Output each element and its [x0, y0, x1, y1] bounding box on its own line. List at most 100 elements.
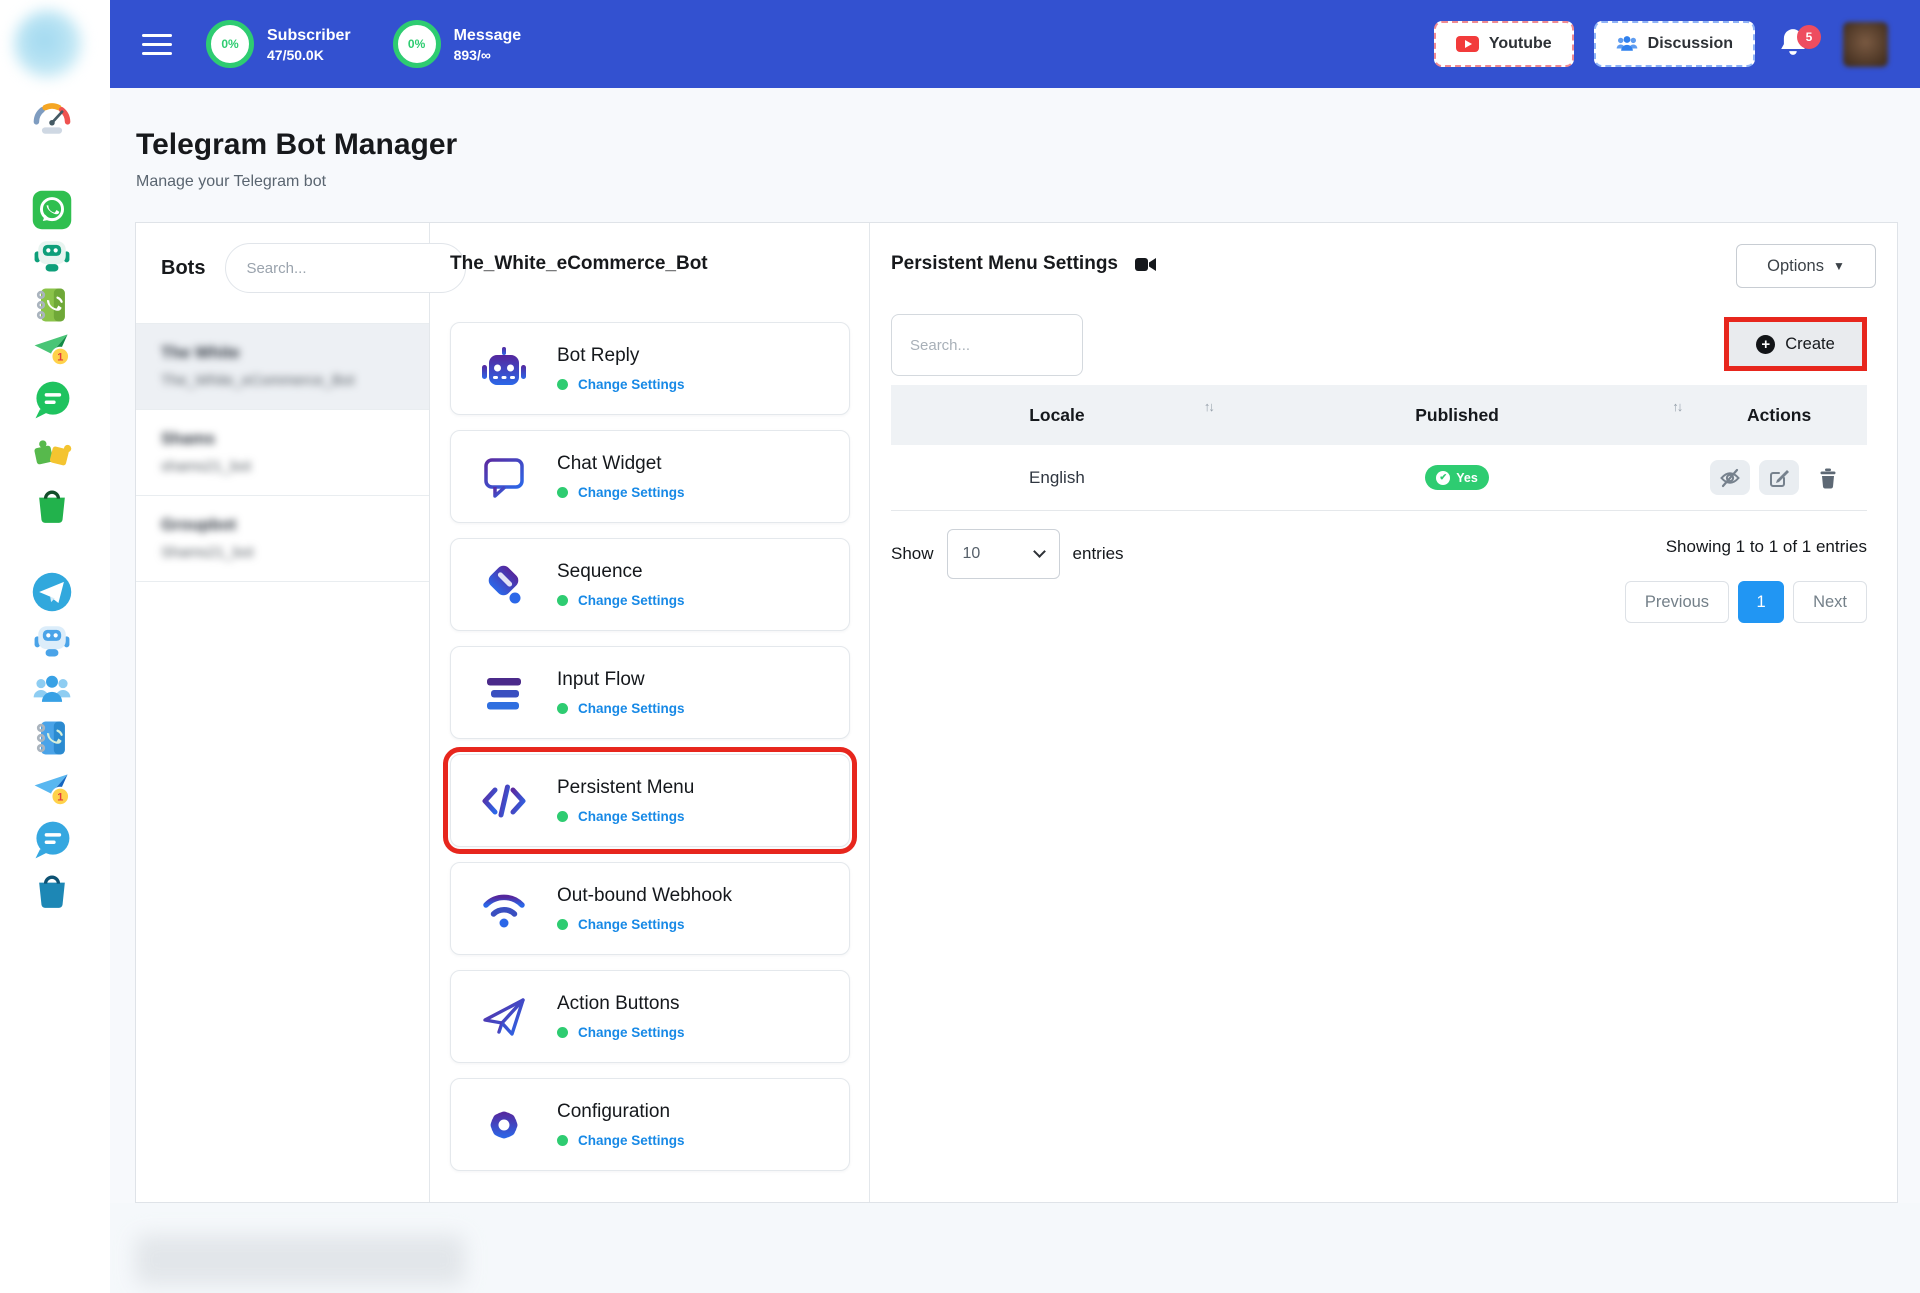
dashboard-gauge-icon[interactable] — [30, 98, 74, 142]
subscriber-stat: 0% Subscriber 47/50.0K — [206, 20, 351, 68]
sort-icon[interactable]: ↑↓ — [1672, 399, 1683, 414]
message-stat: 0% Message 893/∞ — [392, 20, 522, 68]
store-blue-icon[interactable] — [30, 868, 74, 912]
sort-icon[interactable]: ↑↓ — [1203, 399, 1215, 414]
column-header-locale[interactable]: Locale ↑↓ — [1029, 399, 1215, 425]
menu-card-outbound-webhook[interactable]: Out-bound Webhook Change Settings — [450, 862, 850, 955]
menu-card-configuration[interactable]: Configuration Change Settings — [450, 1078, 850, 1171]
eye-off-icon — [1720, 468, 1740, 487]
integration-green-icon[interactable] — [30, 433, 74, 477]
change-settings-link[interactable]: Change Settings — [578, 701, 685, 716]
bots-panel: Bots The White The_White_eCommerce_Bot S… — [136, 223, 467, 1202]
avatar[interactable] — [1843, 21, 1888, 67]
options-button[interactable]: Options ▼ — [1736, 244, 1876, 288]
change-settings-link[interactable]: Change Settings — [578, 809, 685, 824]
menu-card-input-flow[interactable]: Input Flow Change Settings — [450, 646, 850, 739]
svg-text:1: 1 — [57, 792, 63, 804]
chevron-down-icon — [1032, 545, 1046, 558]
subscriber-value: 47/50.0K — [267, 46, 324, 63]
contacts-blue-icon[interactable] — [30, 716, 74, 760]
bot-manager-card: Bots The White The_White_eCommerce_Bot S… — [135, 222, 1898, 1203]
whatsapp-icon[interactable] — [30, 188, 74, 232]
entries-label: entries — [1072, 544, 1124, 563]
app-sidebar: 1 — [0, 0, 110, 1293]
check-icon: ✔ — [1436, 470, 1451, 485]
edit-icon — [1770, 469, 1790, 487]
menu-toggle-icon[interactable] — [142, 28, 172, 61]
trash-icon — [1820, 468, 1836, 489]
bot-green-icon[interactable] — [30, 233, 74, 277]
message-value: 893/∞ — [453, 46, 491, 63]
bots-search-input[interactable] — [225, 243, 467, 293]
contacts-green-icon[interactable] — [30, 283, 74, 327]
robot-icon — [477, 342, 531, 396]
page-subtitle: Manage your Telegram bot — [136, 173, 327, 190]
notifications-button[interactable]: 5 — [1779, 24, 1821, 62]
previous-page-button[interactable]: Previous — [1624, 581, 1730, 623]
column-header-actions: Actions — [1747, 404, 1812, 425]
bot-menu-panel: The_White_eCommerce_Bot — [430, 223, 870, 1202]
chat-blue-icon[interactable] — [30, 818, 74, 862]
table-row: English ✔ Yes — [891, 445, 1867, 511]
current-page-button[interactable]: 1 — [1738, 581, 1785, 623]
youtube-icon — [1455, 36, 1479, 52]
change-settings-link[interactable]: Change Settings — [578, 593, 685, 608]
bot-blue-icon[interactable] — [30, 618, 74, 662]
menu-card-action-buttons[interactable]: Action Buttons Change Settings — [450, 970, 850, 1063]
bot-list-item[interactable]: Shams shams21_bot — [136, 410, 429, 496]
published-badge: ✔ Yes — [1425, 465, 1489, 490]
footer-blurred-text — [135, 1235, 465, 1285]
bot-list-item[interactable]: The White The_White_eCommerce_Bot — [136, 323, 429, 410]
wifi-icon — [477, 882, 531, 936]
settings-title: Persistent Menu Settings — [891, 253, 1118, 274]
subscriber-label: Subscriber — [267, 27, 351, 45]
status-dot — [557, 1027, 568, 1038]
create-button[interactable]: + Create — [1729, 322, 1862, 366]
bot-list-item[interactable]: Groupbot Shams21_bot — [136, 496, 429, 582]
next-page-button[interactable]: Next — [1793, 581, 1867, 623]
store-green-icon[interactable] — [30, 483, 74, 527]
change-settings-link[interactable]: Change Settings — [578, 1025, 685, 1040]
campaign-green-icon[interactable]: 1 — [30, 328, 74, 372]
menu-search-input[interactable] — [891, 314, 1083, 376]
video-tutorial-icon[interactable] — [1134, 253, 1158, 275]
campaign-blue-icon[interactable]: 1 — [30, 768, 74, 812]
edit-button[interactable] — [1759, 460, 1800, 495]
app-logo[interactable] — [14, 10, 82, 78]
delete-button[interactable] — [1808, 460, 1848, 495]
change-settings-link[interactable]: Change Settings — [578, 377, 685, 392]
row-actions — [1691, 445, 1867, 510]
hide-button[interactable] — [1710, 460, 1751, 495]
menu-card-bot-reply[interactable]: Bot Reply Change Settings — [450, 322, 850, 415]
menu-card-chat-widget[interactable]: Chat Widget Change Settings — [450, 430, 850, 523]
change-settings-link[interactable]: Change Settings — [578, 485, 685, 500]
column-header-published[interactable]: Published ↑↓ — [1415, 399, 1683, 425]
selected-bot-title: The_White_eCommerce_Bot — [450, 253, 708, 274]
plus-icon: + — [1756, 334, 1776, 354]
change-settings-link[interactable]: Change Settings — [578, 1133, 685, 1148]
top-navbar: 0% Subscriber 47/50.0K 0% Message 893/∞ … — [110, 0, 1920, 88]
paper-plane-icon — [477, 990, 531, 1044]
youtube-button[interactable]: Youtube — [1433, 21, 1574, 67]
notification-count-badge: 5 — [1797, 24, 1821, 49]
telegram-icon[interactable] — [30, 570, 74, 614]
main-content: Telegram Bot Manager Manage your Telegra… — [110, 88, 1920, 1293]
menu-card-sequence[interactable]: Sequence Change Settings — [450, 538, 850, 631]
input-flow-icon — [477, 666, 531, 720]
page-size-select[interactable]: 10 — [946, 529, 1060, 579]
pagination: Previous 1 Next — [1624, 581, 1867, 623]
show-label: Show — [891, 544, 934, 563]
chat-green-icon[interactable] — [30, 378, 74, 422]
status-dot — [557, 811, 568, 822]
subscriber-progress-ring: 0% — [206, 20, 254, 68]
footer — [110, 1203, 1920, 1293]
group-blue-icon[interactable] — [30, 668, 74, 712]
message-label: Message — [453, 27, 522, 45]
bots-heading: Bots — [161, 256, 206, 279]
status-dot — [557, 1135, 568, 1146]
change-settings-link[interactable]: Change Settings — [578, 917, 685, 932]
menu-card-persistent-menu[interactable]: Persistent Menu Change Settings — [443, 747, 857, 854]
status-dot — [557, 919, 568, 930]
discussion-button[interactable]: Discussion — [1593, 21, 1755, 67]
